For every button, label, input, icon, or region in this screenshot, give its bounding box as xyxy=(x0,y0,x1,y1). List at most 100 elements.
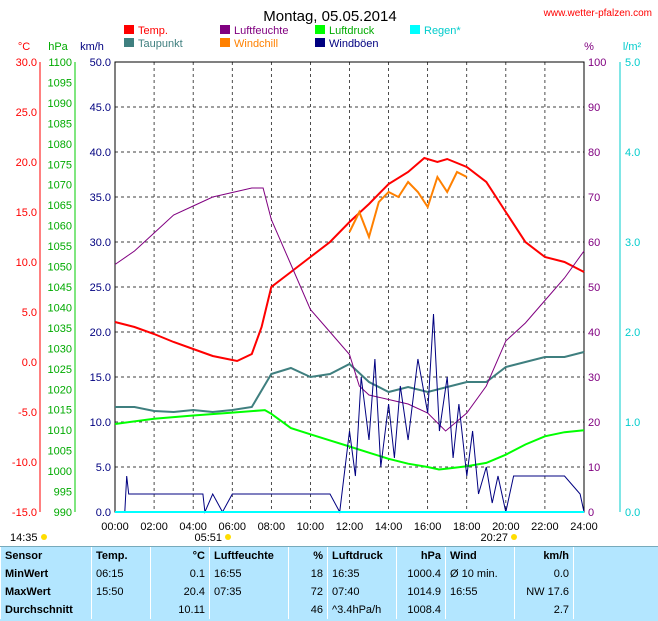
chart-title: Montag, 05.05.2014 xyxy=(263,8,396,25)
legend-swatch xyxy=(315,25,325,34)
wind-axis-tick-label: 50.0 xyxy=(90,57,111,69)
legend-label: Taupunkt xyxy=(138,38,183,50)
x-start-label: 14:35 xyxy=(10,532,38,544)
stats-wind-value: NW 17.6 xyxy=(514,583,574,601)
humidity-axis-tick-label: 20 xyxy=(588,417,600,429)
temp-axis-tick-label: -10.0 xyxy=(12,457,37,469)
stats-pressure-time: 16:35 xyxy=(327,565,397,583)
stats-spacer xyxy=(573,601,655,619)
temp-axis-tick-label: 10.0 xyxy=(16,257,37,269)
temp-unit-label: °C xyxy=(18,41,30,53)
wind-axis-tick-label: 30.0 xyxy=(90,237,111,249)
stats-header-wind: Wind xyxy=(445,547,515,565)
rain-axis-tick-label: 3.0 xyxy=(625,237,640,249)
website-link[interactable]: www.wetter-pfalzen.com xyxy=(543,8,652,19)
stats-row-label: Durchschnitt xyxy=(0,601,92,619)
stats-header-row: Sensor Temp. °C Luftfeuchte % Luftdruck … xyxy=(0,547,655,565)
grid xyxy=(115,62,584,512)
stats-humidity-value: 72 xyxy=(288,583,328,601)
pressure-axis-tick-label: 1035 xyxy=(48,323,72,335)
stats-temp-time: 06:15 xyxy=(91,565,151,583)
series-line-taupunkt xyxy=(115,351,585,414)
temp-axis-tick-label: 20.0 xyxy=(16,157,37,169)
legend-swatch xyxy=(220,25,230,34)
humidity-unit-label: % xyxy=(584,41,594,53)
stats-humidity-time xyxy=(209,601,289,619)
wind-axis-tick-label: 10.0 xyxy=(90,417,111,429)
pressure-axis-tick-label: 1045 xyxy=(48,282,72,294)
stats-humidity-time: 07:35 xyxy=(209,583,289,601)
temp-axis-tick-label: 15.0 xyxy=(16,207,37,219)
x-axis-tick-label: 04:00 xyxy=(179,521,207,533)
sunrise-icon xyxy=(225,534,231,540)
x-axis-tick-label: 22:00 xyxy=(531,521,559,533)
temp-axis-tick-label: -5.0 xyxy=(18,407,37,419)
pressure-axis-tick-label: 1020 xyxy=(48,384,72,396)
series-line-windben xyxy=(115,313,585,514)
stats-wind-value: 0.0 xyxy=(514,565,574,583)
sun-info: 14:35 05:51 20:27 xyxy=(10,532,517,544)
legend-label: Windchill xyxy=(234,38,278,50)
humidity-axis-tick-label: 90 xyxy=(588,102,600,114)
pressure-axis-tick-label: 1100 xyxy=(48,57,72,69)
wind-axis-tick-label: 5.0 xyxy=(96,462,111,474)
rain-unit-label: l/m² xyxy=(623,41,642,53)
pressure-axis-tick-label: 1025 xyxy=(48,364,72,376)
wind-axis-tick-label: 0.0 xyxy=(96,507,111,519)
pressure-axis-tick-label: 1070 xyxy=(48,180,72,192)
stats-header-pressure-unit: hPa xyxy=(396,547,446,565)
stats-row-label: MinWert xyxy=(0,565,92,583)
stats-temp-time: 15:50 xyxy=(91,583,151,601)
pressure-unit-label: hPa xyxy=(48,41,68,53)
legend-label: Luftfeuchte xyxy=(234,25,288,37)
stats-header-humidity: Luftfeuchte xyxy=(209,547,289,565)
legend-label: Luftdruck xyxy=(329,25,375,37)
stats-spacer xyxy=(573,565,655,583)
x-axis-tick-label: 00:00 xyxy=(101,521,129,533)
legend-label: Regen* xyxy=(424,25,461,37)
stats-header-temp: Temp. xyxy=(91,547,151,565)
pressure-axis-tick-label: 995 xyxy=(54,487,72,499)
stats-header-humidity-unit: % xyxy=(288,547,328,565)
pressure-axis-tick-label: 1005 xyxy=(48,446,72,458)
stats-pressure-time: ^3.4hPa/h xyxy=(327,601,397,619)
pressure-axis-tick-label: 1080 xyxy=(48,139,72,151)
pressure-axis-tick-label: 1030 xyxy=(48,343,72,355)
wind-axis-tick-label: 35.0 xyxy=(90,192,111,204)
pressure-axis-tick-label: 1010 xyxy=(48,425,72,437)
pressure-axis-tick-label: 1090 xyxy=(48,98,72,110)
stats-temp-time xyxy=(91,601,151,619)
stats-header-sensor: Sensor xyxy=(0,547,92,565)
pressure-axis-tick-label: 1050 xyxy=(48,262,72,274)
x-axis-tick-label: 02:00 xyxy=(140,521,168,533)
legend-swatch xyxy=(220,38,230,47)
rain-axis-tick-label: 1.0 xyxy=(625,417,640,429)
x-axis-tick-label: 14:00 xyxy=(375,521,403,533)
stats-humidity-value: 18 xyxy=(288,565,328,583)
series-line-temp xyxy=(114,156,585,363)
temp-axis-tick-label: 25.0 xyxy=(16,107,37,119)
pressure-axis-tick-label: 1000 xyxy=(48,466,72,478)
stats-header-wind-unit: km/h xyxy=(514,547,574,565)
pressure-axis-tick-label: 1095 xyxy=(48,77,72,89)
stats-wind-time xyxy=(445,601,515,619)
stats-header-spacer xyxy=(573,547,655,565)
x-axis-tick-label: 20:00 xyxy=(492,521,520,533)
humidity-axis-tick-label: 80 xyxy=(588,147,600,159)
stats-spacer xyxy=(573,583,655,601)
x-axis-tick-label: 06:00 xyxy=(218,521,246,533)
stats-wind-time: Ø 10 min. xyxy=(445,565,515,583)
stats-row-average: Durchschnitt 10.11 46 ^3.4hPa/h 1008.4 2… xyxy=(0,601,655,619)
series-layer xyxy=(114,156,585,514)
humidity-axis-tick-label: 30 xyxy=(588,372,600,384)
stats-temp-value: 10.11 xyxy=(150,601,210,619)
pressure-axis-tick-label: 1015 xyxy=(48,405,72,417)
x-axis-tick-label: 24:00 xyxy=(570,521,598,533)
wind-unit-label: km/h xyxy=(80,41,104,53)
temp-axis-tick-label: 30.0 xyxy=(16,57,37,69)
series-line-luftfeuchte xyxy=(114,187,585,432)
sun-icon-start xyxy=(41,534,47,540)
pressure-axis-tick-label: 1060 xyxy=(48,221,72,233)
stats-row-label: MaxWert xyxy=(0,583,92,601)
x-axis-tick-label: 12:00 xyxy=(336,521,364,533)
